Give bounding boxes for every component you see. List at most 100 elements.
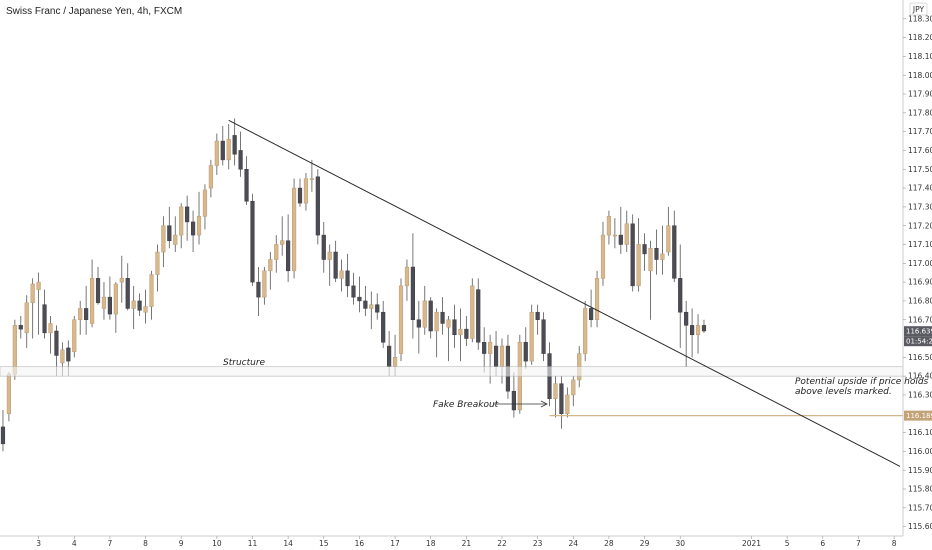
candle-body [179, 206, 184, 236]
candle [583, 300, 588, 362]
candle-body [434, 311, 439, 332]
upside-note-line2: above levels marked. [795, 387, 892, 397]
candle-body [286, 240, 291, 272]
candle-body [280, 240, 285, 245]
candle [416, 300, 421, 354]
candle-body [113, 283, 118, 315]
candle [268, 252, 273, 290]
candle [339, 259, 344, 292]
y-tick-label: 117.000 [908, 259, 932, 268]
structure-label: Structure [223, 358, 266, 368]
candle-body [440, 311, 445, 324]
candle [612, 218, 617, 249]
candle [131, 285, 136, 330]
current-price-badge: 116.639 01:54:21 [904, 326, 932, 347]
candle [523, 327, 528, 369]
candle-body [339, 270, 344, 279]
candle [440, 297, 445, 335]
x-tick-label: 23 [533, 539, 543, 548]
candle [208, 159, 213, 198]
candle [690, 308, 695, 358]
candle-body [476, 289, 481, 343]
time-axis[interactable]: 3 4 7 8 9 10 11 14 15 16 17 18 21 22 23 24 28 29 30 2021 5 6 7… [0, 535, 903, 548]
candle [137, 293, 142, 316]
candle [18, 315, 23, 339]
candle [24, 295, 29, 348]
y-tick-label: 117.200 [908, 221, 932, 230]
candle [660, 225, 665, 275]
candle [678, 244, 683, 348]
candle-body [416, 319, 421, 328]
candle [173, 216, 178, 253]
candle [541, 312, 546, 362]
candle [220, 126, 225, 166]
candle-body [654, 248, 659, 260]
candle-body [606, 216, 612, 236]
candle [482, 327, 487, 373]
candle [594, 270, 600, 328]
candle-body [404, 266, 410, 287]
x-tick-label: 5 [785, 539, 790, 548]
x-tick-label: 21 [462, 539, 472, 548]
y-tick-label: 117.300 [908, 202, 932, 211]
candle-body [642, 244, 647, 255]
price-axis[interactable]: JPY 118.300 118.200 118.100 118.000 117.900 1… [902, 0, 932, 536]
candle [636, 218, 641, 292]
x-tick-label: 4 [72, 539, 77, 548]
candle-body [18, 325, 23, 330]
currency-label: JPY [912, 5, 925, 14]
candle [654, 229, 659, 275]
candle-body [470, 285, 475, 339]
candle [630, 214, 635, 292]
candle [84, 285, 89, 335]
candle-body [464, 328, 469, 339]
x-tick-label: 3 [36, 539, 41, 548]
candle-body [0, 426, 6, 445]
x-tick-label: 2021 [742, 539, 761, 548]
candle-body [511, 390, 516, 411]
candle [95, 267, 101, 305]
candle-body [60, 349, 65, 364]
y-tick-label: 116.500 [908, 353, 932, 362]
candle-body [422, 300, 427, 328]
candle [48, 315, 53, 354]
candle-body [648, 248, 653, 272]
candle [226, 124, 231, 170]
candle-body [291, 187, 297, 272]
candle-body [250, 200, 255, 283]
candle-body [458, 328, 463, 336]
candle-body [398, 285, 404, 354]
candle-body [624, 223, 629, 245]
candle-body [583, 308, 588, 354]
structure-zone [0, 366, 904, 377]
candle [167, 206, 172, 249]
candle-body [36, 281, 41, 290]
candle [185, 195, 190, 241]
candle-body [66, 347, 71, 362]
candle-body [95, 278, 101, 304]
candle [6, 372, 12, 422]
candle-body [499, 345, 505, 367]
upside-note-line1: Potential upside if price holds [795, 377, 929, 387]
candle [452, 304, 457, 348]
candle-body [535, 311, 540, 320]
candle-body [618, 234, 623, 245]
trendline[interactable] [228, 119, 901, 467]
y-tick-label: 115.800 [908, 485, 932, 494]
candle [398, 278, 404, 362]
candle [238, 131, 243, 177]
candle [250, 193, 255, 286]
candle [72, 315, 77, 358]
candle [161, 216, 166, 268]
candle-body [202, 189, 208, 217]
candle [351, 272, 356, 305]
candle-body [666, 225, 671, 253]
candle [107, 276, 112, 320]
candle [143, 289, 148, 324]
candle [648, 240, 653, 320]
candle-body [155, 251, 160, 275]
y-tick-label: 117.900 [908, 90, 932, 99]
candle-body [381, 311, 386, 343]
candle-body [695, 325, 701, 336]
